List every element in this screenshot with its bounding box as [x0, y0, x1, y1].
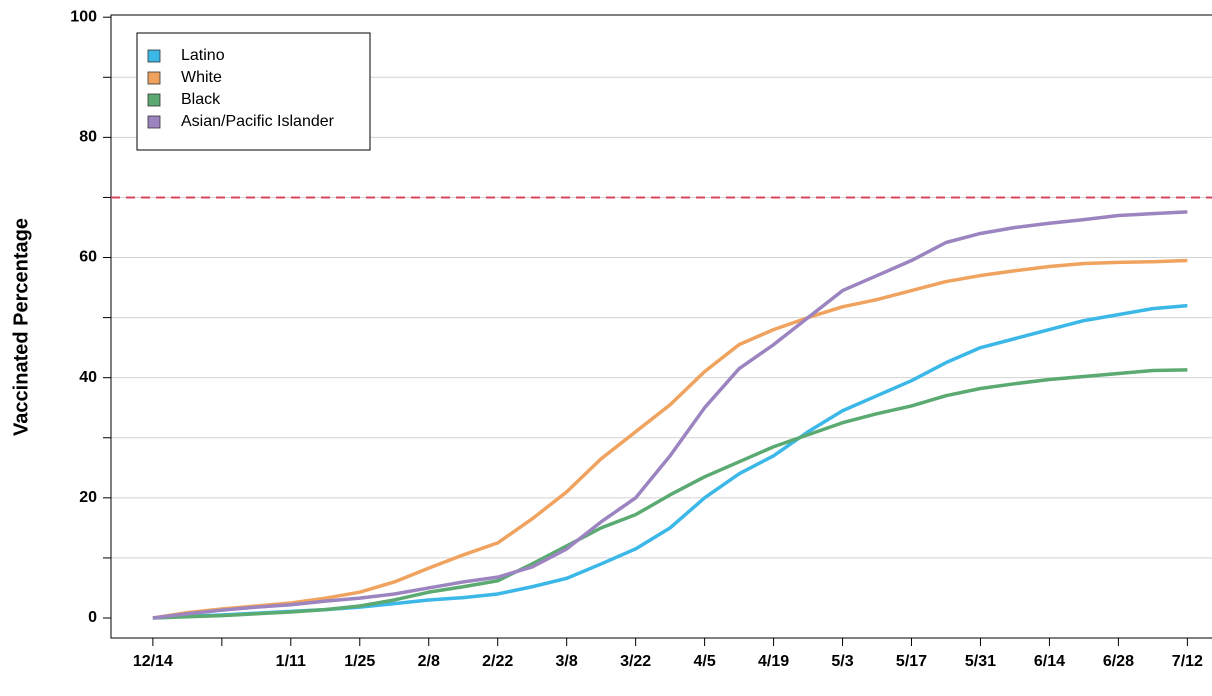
- legend-swatch: [147, 93, 161, 107]
- legend-swatch: [147, 49, 161, 63]
- y-tick-label: 20: [79, 489, 97, 506]
- x-tick-label: 3/22: [620, 653, 651, 670]
- x-tick-label: 1/25: [344, 653, 375, 670]
- legend-swatch: [147, 71, 161, 85]
- axis-frame: [110, 14, 1212, 639]
- series-line: [152, 258, 1188, 620]
- y-tick-label: 0: [88, 609, 97, 626]
- legend-label: Asian/Pacific Islander: [181, 113, 335, 130]
- x-tick-label: 6/14: [1034, 653, 1065, 670]
- legend-label: Black: [181, 91, 221, 108]
- x-tick-label: 6/28: [1103, 653, 1134, 670]
- legend-label: White: [181, 69, 222, 86]
- x-tick-label: 7/12: [1172, 653, 1203, 670]
- x-tick-label: 3/8: [556, 653, 578, 670]
- legend: Latino White Black Asian/Pacific Islander: [136, 32, 371, 151]
- legend-swatch: [147, 115, 161, 129]
- x-tick-label: 1/11: [276, 653, 306, 670]
- x-tick-label: 4/5: [693, 653, 715, 670]
- y-tick-label: 40: [79, 369, 97, 386]
- legend-box: [136, 32, 371, 151]
- x-tick-label: 12/14: [133, 653, 173, 670]
- series-line: [152, 210, 1188, 620]
- y-tick-label: 100: [70, 8, 97, 25]
- series-line: [152, 303, 1188, 620]
- legend-label: Latino: [181, 47, 225, 64]
- series-line: [152, 368, 1188, 620]
- x-tick-label: 5/31: [965, 653, 996, 670]
- x-tick-label: 5/3: [831, 653, 853, 670]
- y-tick-label: 80: [79, 129, 97, 146]
- x-tick-label: 4/19: [758, 653, 789, 670]
- x-tick-label: 5/17: [896, 653, 927, 670]
- x-tick-label: 2/22: [482, 653, 513, 670]
- x-tick-label: 2/8: [418, 653, 440, 670]
- y-tick-label: 60: [79, 249, 97, 266]
- y-axis-label: Vaccinated Percentage: [10, 218, 32, 436]
